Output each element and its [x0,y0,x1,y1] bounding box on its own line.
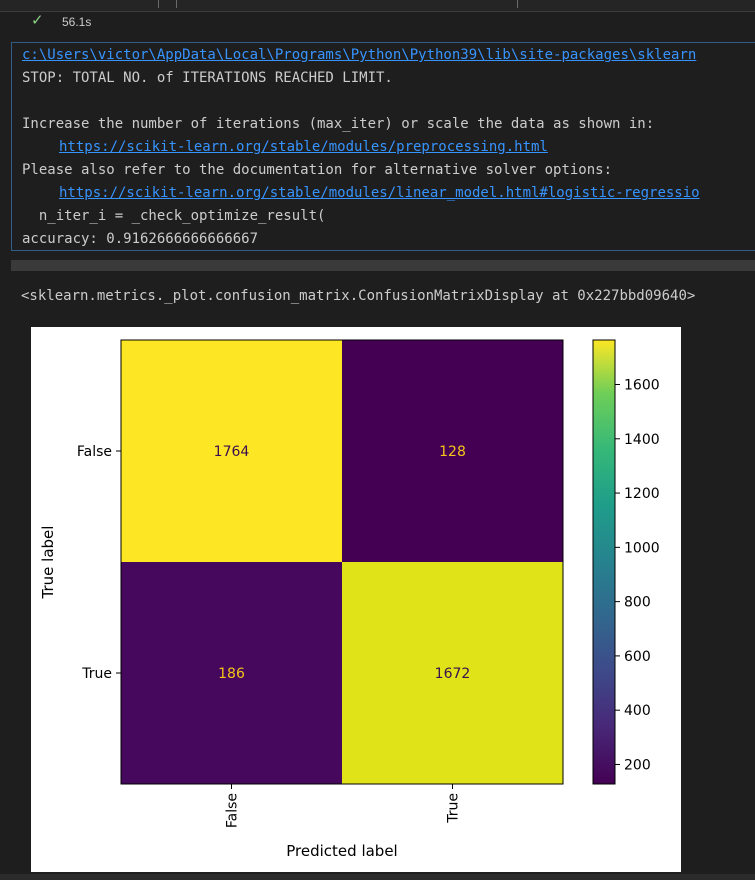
accuracy-line: accuracy: 0.9162666666666667 [22,231,259,247]
editor-toolbar [0,0,755,12]
colorbar-tick-label: 200 [624,757,651,773]
cell-value-label: 186 [218,666,245,682]
cell-value-label: 1672 [435,666,471,682]
increase-message: Increase the number of iterations (max_i… [22,116,655,132]
colorbar-tick-label: 800 [624,595,651,611]
colorbar-tick-label: 1200 [624,486,660,502]
cell-status-row: ✓ 56.1s [0,12,755,34]
repr-output: <sklearn.metrics._plot.confusion_matrix.… [21,288,696,304]
toolbar-separator [176,0,177,8]
toolbar-separator [158,0,159,8]
matrix-cell [342,562,563,784]
toolbar-separator [517,0,518,8]
colorbar-tick-label: 1600 [624,378,660,394]
y-tick-label: False [77,444,112,460]
x-tick-label: False [225,793,241,828]
x-tick-label: True [446,793,462,824]
confusion-matrix-svg: 1764 128 186 1672 False True False True Predicte… [39,339,660,860]
matrix-cell [121,562,342,784]
colorbar-tick-label: 400 [624,703,651,719]
confusion-matrix-plot: 1764 128 186 1672 False True False True Predicte… [31,327,681,872]
matrix-border [120,339,564,785]
check-icon: ✓ [31,12,44,29]
bottom-scrollbar[interactable] [0,874,755,880]
matrix-cell [342,340,563,562]
solver-link[interactable]: https://scikit-learn.org/stable/modules/… [59,185,700,201]
y-tick-label: True [81,666,112,682]
colorbar [592,339,616,785]
cell-value-label: 128 [439,444,466,460]
refer-message: Please also refer to the documentation f… [22,162,613,178]
stop-message: STOP: TOTAL NO. of ITERATIONS REACHED LI… [22,70,393,86]
preprocessing-link[interactable]: https://scikit-learn.org/stable/modules/… [59,139,548,155]
execution-time: 56.1s [62,15,92,29]
cell-value-label: 1764 [214,444,250,460]
x-axis-label: Predicted label [286,842,397,860]
file-path-link[interactable]: c:\Users\victor\AppData\Local\Programs\P… [22,47,697,63]
n-iter-line: n_iter_i = _check_optimize_result( [22,208,326,224]
stderr-output: c:\Users\victor\AppData\Local\Programs\P… [11,42,755,251]
y-axis-label: True label [39,526,57,600]
output-divider [11,260,755,271]
colorbar-tick-label: 1000 [624,540,660,556]
colorbar-tick-label: 600 [624,649,651,665]
matrix-cell [121,340,342,562]
colorbar-tick-label: 1400 [624,432,660,448]
